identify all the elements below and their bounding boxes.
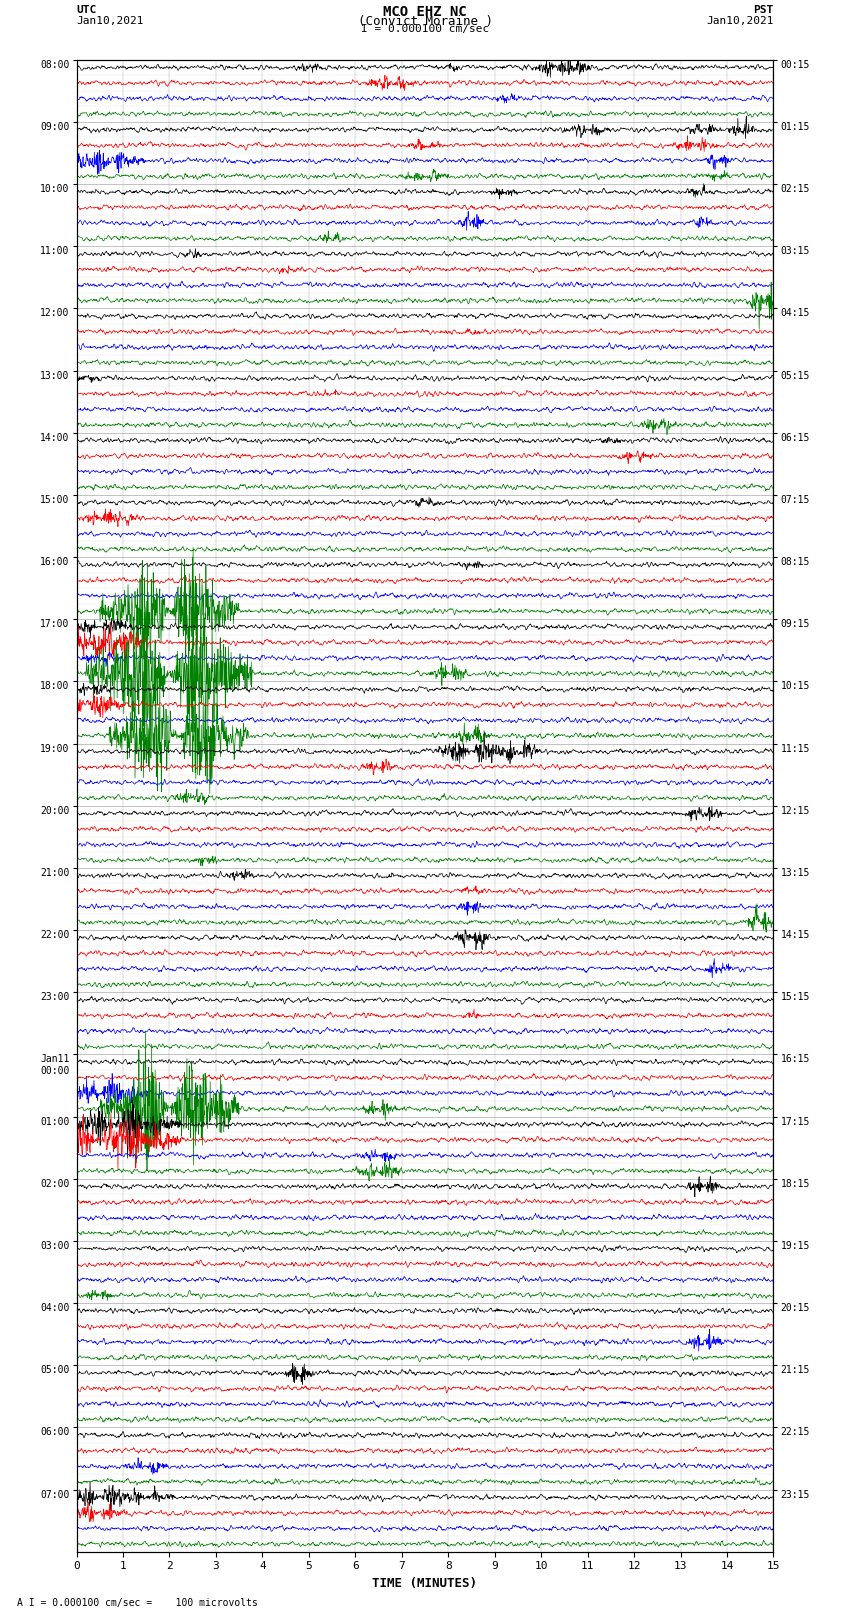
X-axis label: TIME (MINUTES): TIME (MINUTES) (372, 1578, 478, 1590)
Text: A I = 0.000100 cm/sec =    100 microvolts: A I = 0.000100 cm/sec = 100 microvolts (17, 1598, 258, 1608)
Text: MCO EHZ NC: MCO EHZ NC (383, 5, 467, 19)
Text: (Convict Moraine ): (Convict Moraine ) (358, 15, 492, 27)
Text: Jan10,2021: Jan10,2021 (76, 16, 144, 26)
Text: Jan10,2021: Jan10,2021 (706, 16, 774, 26)
Text: UTC: UTC (76, 5, 97, 15)
Text: I = 0.000100 cm/sec: I = 0.000100 cm/sec (361, 24, 489, 34)
Text: PST: PST (753, 5, 774, 15)
